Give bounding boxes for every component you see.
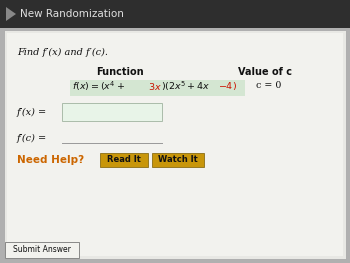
Polygon shape [6, 7, 16, 21]
FancyBboxPatch shape [100, 153, 148, 167]
Text: Submit Answer: Submit Answer [13, 245, 71, 255]
Text: Find f′(x) and f′(c).: Find f′(x) and f′(c). [17, 47, 108, 57]
Text: $f(x) = (x^4 +\ $: $f(x) = (x^4 +\ $ [72, 79, 125, 93]
FancyBboxPatch shape [4, 30, 346, 259]
Text: $)(2x^5 + 4x$: $)(2x^5 + 4x$ [161, 79, 210, 93]
FancyBboxPatch shape [7, 33, 343, 256]
Text: Watch It: Watch It [158, 155, 198, 164]
Text: f′(c) =: f′(c) = [17, 133, 47, 143]
FancyBboxPatch shape [0, 0, 350, 28]
Text: f′(x) =: f′(x) = [17, 108, 47, 117]
Text: Need Help?: Need Help? [17, 155, 84, 165]
FancyBboxPatch shape [5, 242, 79, 258]
Text: Value of c: Value of c [238, 67, 292, 77]
FancyBboxPatch shape [152, 153, 204, 167]
Text: Function: Function [96, 67, 144, 77]
FancyBboxPatch shape [70, 80, 245, 96]
Text: c = 0: c = 0 [256, 82, 281, 90]
Text: New Randomization: New Randomization [20, 9, 124, 19]
FancyBboxPatch shape [62, 103, 162, 121]
Text: $- 4)$: $- 4)$ [218, 80, 237, 92]
Text: Read It: Read It [107, 155, 141, 164]
Text: $3x$: $3x$ [148, 80, 162, 92]
